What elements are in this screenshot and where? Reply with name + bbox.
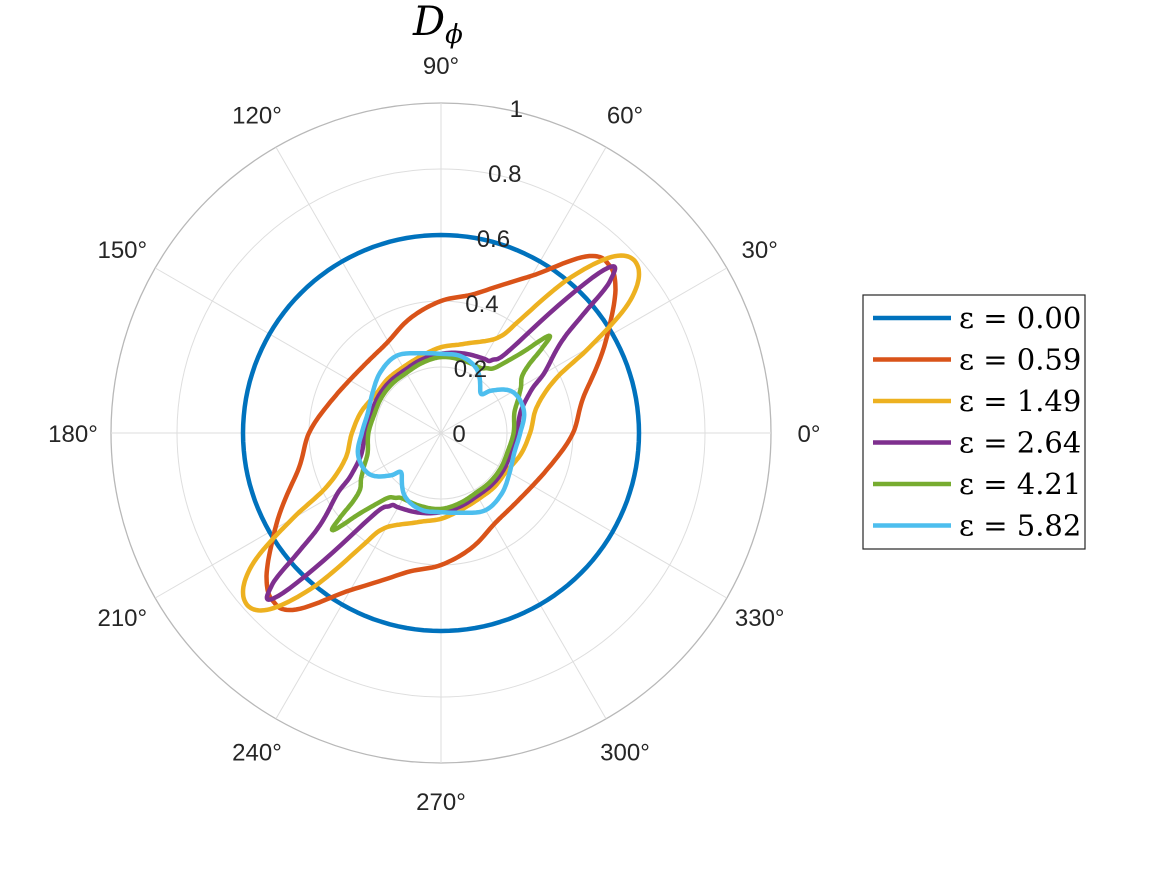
legend: ε = 0.00 ε = 0.59 ε = 1.49 ε = 2.64 ε = 4.21… [862, 294, 1086, 550]
series-line-5 [329, 333, 553, 533]
angular-tick-label: 30° [742, 237, 778, 264]
radial-tick-label: 0.8 [488, 161, 521, 188]
legend-label: ε = 5.82 [959, 509, 1081, 543]
angular-gridline [440, 432, 728, 599]
radial-tick-label: 0 [452, 421, 465, 448]
angular-tick-label: 90° [423, 53, 459, 80]
angular-gridline [275, 146, 442, 434]
angular-tick-label: 0° [798, 421, 821, 448]
radial-tick-label: 0.4 [465, 291, 498, 318]
data-series [240, 232, 642, 634]
legend-label: ε = 1.49 [959, 384, 1081, 418]
angular-tick-labels: 0° 30° 60° 90° 120° 150° 180° 210° 240° 270° 300° 3… [48, 53, 820, 816]
radial-tick-label: 1 [510, 96, 523, 123]
legend-label: ε = 0.59 [959, 343, 1081, 377]
legend-label: ε = 2.64 [959, 426, 1081, 460]
angular-tick-label: 210° [97, 605, 147, 632]
chart-title: Dϕ [412, 0, 463, 50]
angular-tick-label: 180° [48, 421, 98, 448]
legend-label: ε = 0.00 [959, 301, 1081, 335]
series-line-1 [240, 232, 642, 634]
angular-gridline [440, 146, 607, 434]
series-line-2 [264, 253, 618, 613]
legend-label: ε = 4.21 [959, 467, 1081, 501]
angular-tick-label: 60° [607, 102, 643, 129]
angular-tick-label: 300° [600, 740, 650, 767]
angular-tick-label: 240° [232, 740, 282, 767]
series-line-3 [240, 253, 642, 613]
radial-tick-label: 0.2 [454, 356, 487, 383]
angular-tick-label: 270° [416, 789, 466, 816]
angular-gridline [154, 267, 442, 434]
angular-gridline [275, 432, 442, 720]
legend-box [862, 294, 1086, 550]
angular-gridline [440, 432, 607, 720]
angular-tick-label: 120° [232, 102, 282, 129]
angular-tick-label: 150° [97, 237, 147, 264]
polar-grid [110, 102, 772, 764]
angular-tick-label: 330° [735, 605, 785, 632]
radial-tick-labels: 0 0.2 0.4 0.6 0.8 1 [452, 96, 523, 448]
radial-tick-label: 0.6 [477, 226, 510, 253]
series-line-6 [355, 350, 527, 516]
